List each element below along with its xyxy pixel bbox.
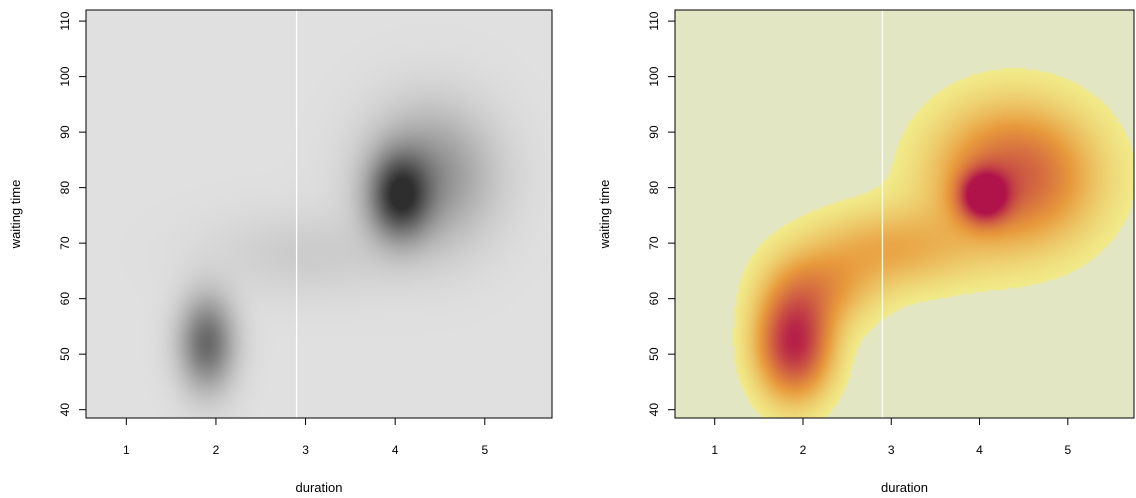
x-tick-label: 4 — [392, 443, 399, 457]
y-axis-label: waiting time — [8, 180, 23, 250]
x-tick-label: 1 — [711, 443, 718, 457]
x-tick-label: 2 — [800, 443, 807, 457]
y-tick-label: 100 — [58, 66, 72, 86]
x-axis-label: duration — [296, 480, 343, 495]
right-heatmap-panel: 1 2 3 4 5 40 50 60 70 80 90 100 110 duration waiting t… — [597, 9, 1135, 495]
left-heatmap-panel: 1 2 3 4 5 40 50 60 70 80 90 100 110 duration waiting t… — [8, 9, 553, 495]
x-axis-label: duration — [881, 480, 928, 495]
y-tick-label: 60 — [647, 292, 661, 306]
x-tick-label: 4 — [976, 443, 983, 457]
y-tick-label: 50 — [647, 347, 661, 361]
density-raster — [675, 10, 1134, 418]
y-tick-label: 90 — [58, 125, 72, 139]
x-tick-label: 5 — [1064, 443, 1071, 457]
x-tick-label: 5 — [481, 443, 488, 457]
y-tick-label: 110 — [647, 11, 661, 30]
x-tick-label: 3 — [302, 443, 309, 457]
y-tick-label: 50 — [58, 347, 72, 361]
x-tick-label: 1 — [123, 443, 130, 457]
y-tick-label: 40 — [647, 403, 661, 417]
y-tick-label: 90 — [647, 125, 661, 139]
y-tick-label: 80 — [58, 181, 72, 195]
y-tick-label: 110 — [58, 11, 72, 30]
x-tick-label: 3 — [888, 443, 895, 457]
y-tick-label: 40 — [58, 403, 72, 417]
y-tick-label: 80 — [647, 181, 661, 195]
y-tick-label: 100 — [647, 66, 661, 86]
y-tick-label: 60 — [58, 292, 72, 306]
density-raster — [86, 10, 552, 418]
y-tick-label: 70 — [647, 236, 661, 250]
y-tick-label: 70 — [58, 236, 72, 250]
y-axis-label: waiting time — [597, 180, 612, 250]
x-tick-label: 2 — [213, 443, 220, 457]
